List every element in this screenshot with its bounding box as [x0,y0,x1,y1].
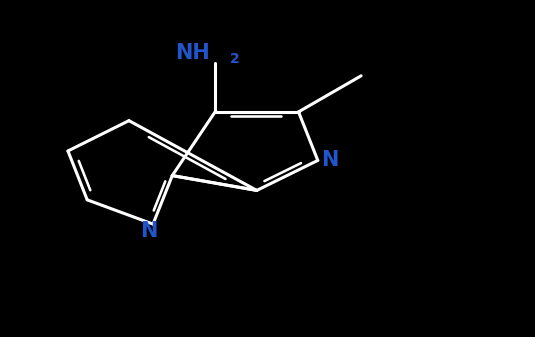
Text: N: N [140,221,157,241]
Text: N: N [321,150,338,171]
Text: NH: NH [175,43,210,63]
Text: 2: 2 [230,52,240,66]
